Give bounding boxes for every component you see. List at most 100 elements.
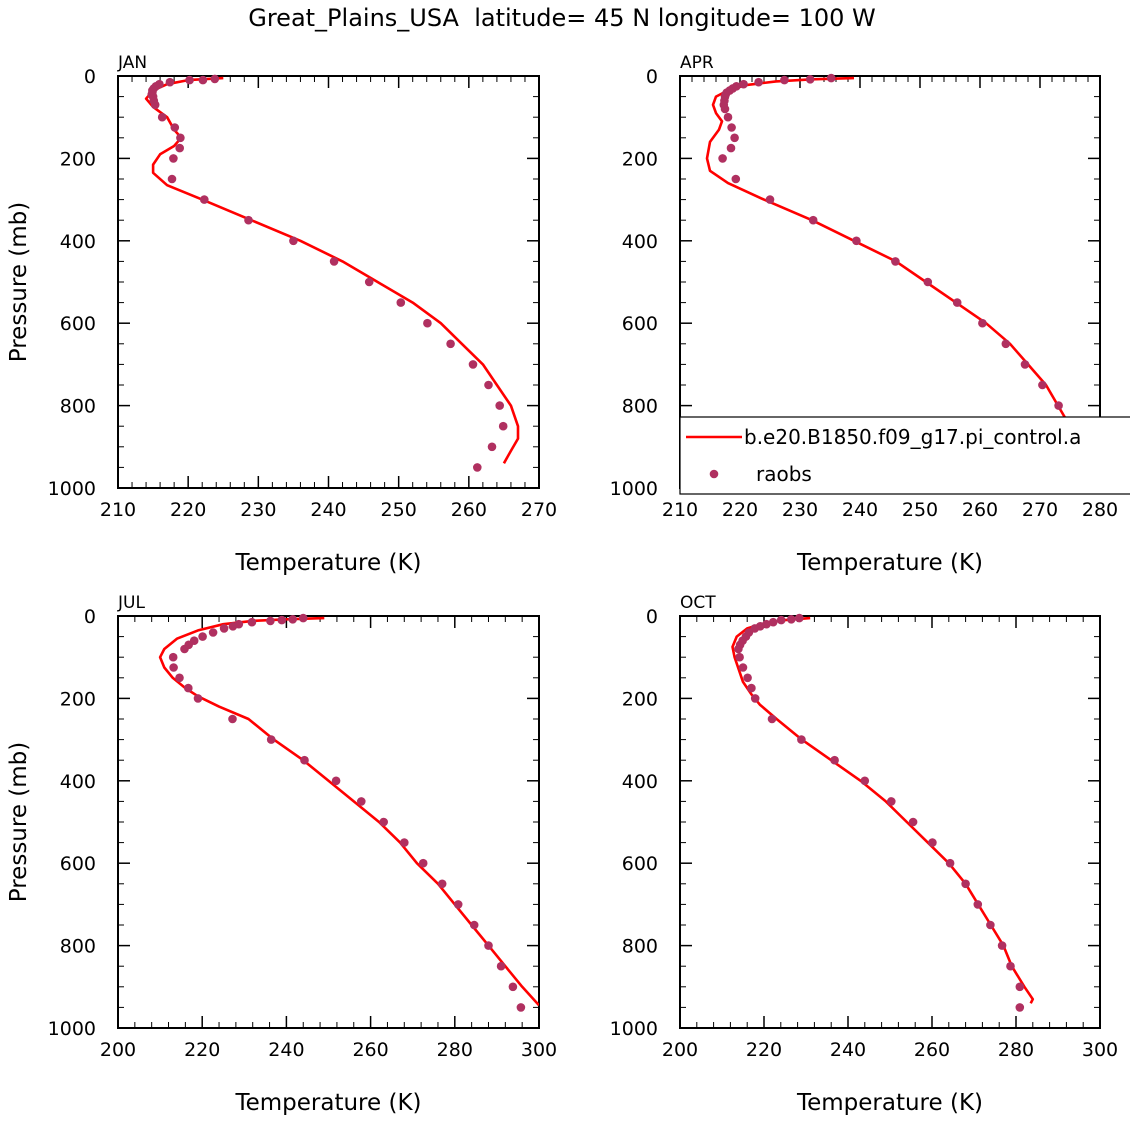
month-label: JUL (117, 593, 145, 613)
y-tick-label: 1000 (610, 478, 658, 500)
y-tick-label: 800 (60, 396, 96, 418)
raobs-point (247, 617, 257, 627)
raobs-point (487, 442, 497, 452)
x-axis-label: Temperature (K) (234, 550, 421, 576)
month-label: JAN (117, 53, 147, 73)
raobs-point (945, 858, 955, 868)
raobs-point (928, 838, 937, 847)
y-tick-label: 200 (622, 688, 658, 710)
raobs-point (180, 644, 189, 654)
x-tick-label: 240 (830, 1039, 866, 1061)
x-tick-label: 240 (310, 499, 346, 521)
x-axis-label: Temperature (K) (796, 1090, 983, 1116)
x-tick-label: 200 (662, 1039, 698, 1061)
raobs-point (780, 75, 789, 85)
model-profile-line (731, 616, 1035, 1004)
raobs-point (747, 683, 756, 693)
raobs-point (468, 360, 478, 369)
raobs-point (1001, 339, 1011, 349)
y-axis-label: Pressure (mb) (6, 742, 32, 902)
raobs-point (496, 961, 506, 971)
raobs-point (952, 298, 962, 307)
raobs-point (498, 421, 508, 431)
x-tick-label: 280 (1082, 499, 1118, 521)
y-tick-label: 200 (60, 148, 96, 170)
raobs-point (200, 195, 209, 204)
raobs-point (887, 797, 896, 806)
x-tick-label: 210 (100, 499, 136, 521)
x-tick-label: 250 (902, 499, 938, 521)
raobs-point (331, 776, 341, 786)
raobs-point (978, 318, 987, 328)
raobs-point (484, 380, 493, 390)
y-tick-label: 400 (622, 231, 658, 253)
panel-jul: 200 220 240 260 280 300 0 200 400 600 800 1000 Tempe… (6, 593, 557, 1116)
raobs-point (508, 982, 518, 992)
raobs-point (300, 755, 309, 765)
y-tick-label: 1000 (48, 478, 96, 500)
raobs-point (720, 104, 730, 114)
y-tick-label: 1000 (48, 1018, 96, 1040)
raobs-point (176, 133, 185, 143)
raobs-point (170, 123, 180, 132)
raobs-point (986, 920, 995, 930)
x-tick-label: 300 (521, 1039, 557, 1061)
raobs-point (797, 735, 806, 744)
model-profile-line (705, 76, 1100, 488)
x-tick-label: 270 (521, 499, 557, 521)
y-tick-label: 600 (622, 853, 658, 875)
raobs-point (734, 644, 743, 654)
x-tick-label: 260 (451, 499, 487, 521)
x-tick-label: 220 (746, 1039, 782, 1061)
panel-apr: 210 220 230 240 250 260 270 280 0 200 400 600 800 100… (610, 53, 1118, 576)
raobs-point (718, 154, 727, 163)
month-label: OCT (680, 593, 716, 613)
raobs-point (765, 195, 775, 204)
raobs-point (266, 735, 276, 744)
raobs-point (469, 920, 479, 930)
x-tick-label: 260 (962, 499, 998, 521)
raobs-point (298, 613, 308, 623)
raobs-point (423, 318, 432, 328)
raobs-point (364, 277, 374, 287)
x-tick-label: 280 (998, 1039, 1034, 1061)
y-tick-label: 200 (622, 148, 658, 170)
raobs-point (157, 112, 167, 122)
raobs-point (193, 694, 203, 703)
raobs-point (165, 77, 175, 87)
y-tick-label: 400 (60, 231, 96, 253)
x-tick-label: 230 (240, 499, 276, 521)
x-tick-label: 280 (437, 1039, 473, 1061)
raobs-point (750, 694, 760, 703)
raobs-point (727, 123, 736, 132)
model-profile-line (144, 76, 520, 464)
x-tick-label: 220 (170, 499, 206, 521)
y-tick-label: 0 (646, 66, 658, 88)
y-tick-label: 400 (622, 771, 658, 793)
raobs-point (1015, 982, 1025, 992)
raobs-point (860, 776, 870, 786)
raobs-point (735, 652, 744, 662)
raobs-point (418, 858, 428, 868)
raobs-point (961, 879, 970, 889)
panel-oct: 200 220 240 260 280 300 0 200 400 600 800 1000 Tempe… (610, 593, 1118, 1116)
raobs-point (185, 75, 194, 85)
raobs-point (169, 663, 178, 672)
raobs-point (167, 174, 177, 184)
raobs-point (997, 941, 1007, 950)
raobs-point (266, 616, 275, 626)
raobs-point (731, 174, 741, 184)
raobs-point (908, 817, 918, 827)
raobs-point (1054, 401, 1063, 410)
y-tick-label: 400 (60, 771, 96, 793)
raobs-point (754, 77, 763, 87)
raobs-point (198, 632, 207, 641)
x-tick-label: 250 (381, 499, 417, 521)
raobs-point (473, 463, 482, 472)
raobs-point (738, 663, 748, 672)
raobs-point (923, 277, 933, 287)
y-tick-label: 200 (60, 688, 96, 710)
